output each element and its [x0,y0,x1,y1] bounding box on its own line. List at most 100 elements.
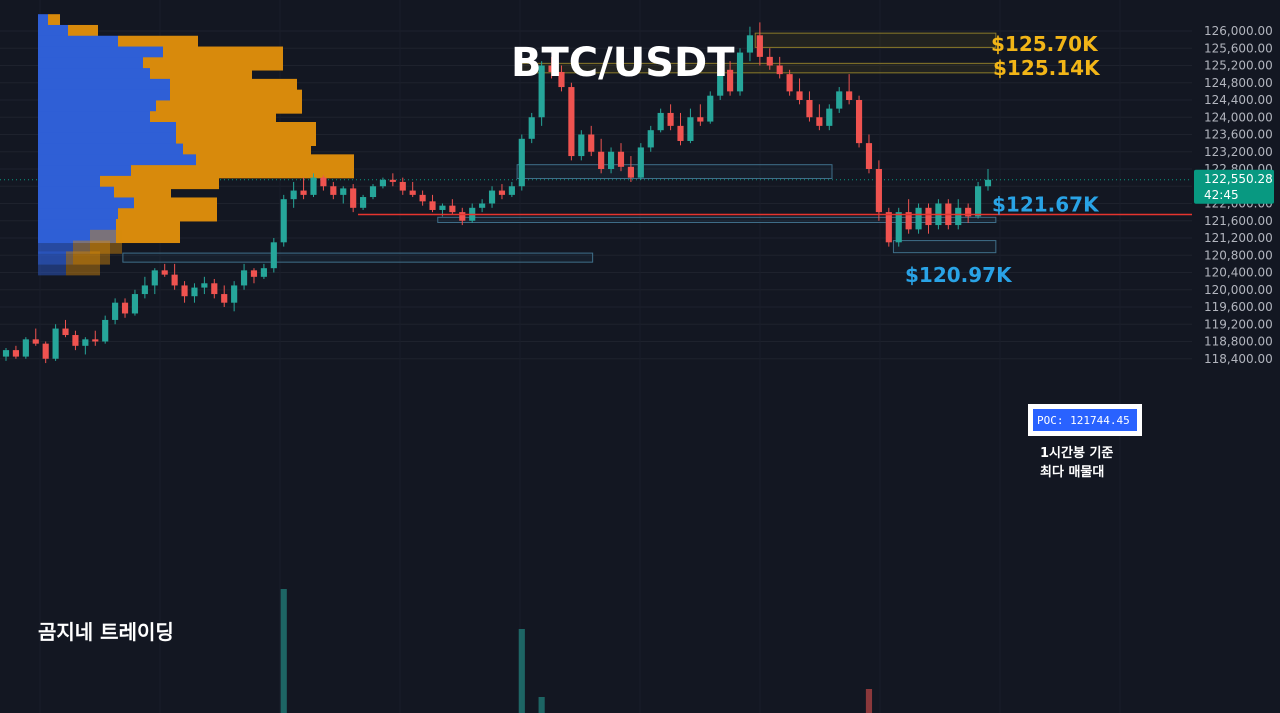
candle-body-19 [191,287,198,297]
candle-body-98 [975,186,982,217]
candle-body-17 [171,274,178,286]
volume-bar-3 [865,689,873,713]
chart-title: BTC/USDT [511,40,735,86]
candle-body-82 [816,117,823,126]
level-label-125-70k: $125.70K [991,32,1099,56]
candle-body-52 [518,138,525,187]
candle-body-72 [717,69,724,96]
candle-body-96 [955,207,962,226]
poc-note-line1: 1시간봉 기준 [1040,445,1113,461]
candle-body-3 [32,339,39,344]
vp-sell-bar-20 [90,229,122,254]
candle-body-20 [201,283,208,288]
candle-body-33 [330,186,337,195]
volume-bar-0 [280,589,287,713]
candle-body-77 [766,56,773,66]
candle-body-42 [419,194,426,202]
y-tick-label-6: 123,600.00 [1204,128,1273,142]
candle-body-70 [697,117,704,122]
y-tick-label-13: 120,800.00 [1204,248,1273,262]
candle-body-27 [270,242,277,269]
y-tick-label-15: 120,000.00 [1204,283,1273,297]
candle-body-80 [796,91,803,100]
current-price-value: 122,550.28 [1204,172,1273,186]
candle-body-53 [528,117,535,139]
candle-body-41 [409,190,416,195]
candle-body-37 [369,186,377,198]
candle-body-68 [677,125,684,141]
candle-body-48 [479,203,486,208]
candle-body-60 [598,151,605,169]
candle-body-56 [558,71,565,88]
candle-body-83 [826,108,833,126]
candle-body-90 [895,212,902,243]
candle-body-39 [389,179,396,182]
candle-body-57 [568,87,575,157]
y-tick-label-12: 121,200.00 [1204,231,1273,245]
level-label-121-67k: $121.67K [992,193,1100,217]
candle-body-73 [727,69,734,92]
candle-body-54 [538,65,545,118]
candle-body-93 [925,207,932,226]
candle-body-23 [231,285,238,303]
candle-body-24 [240,270,248,286]
vp-buy-bar-20 [38,229,90,254]
y-tick-label-2: 125,200.00 [1204,59,1273,73]
candle-body-36 [360,197,367,208]
candle-body-46 [459,212,466,221]
current-price-tag-bg [1194,169,1274,204]
y-tick-label-16: 119,600.00 [1204,300,1273,314]
candle-body-59 [588,134,595,152]
candle-body-4 [42,343,49,359]
candle-body-26 [260,268,267,277]
y-tick-label-1: 125,600.00 [1204,41,1273,55]
candle-body-74 [736,52,744,92]
y-tick-label-17: 119,200.00 [1204,317,1273,331]
candle-body-13 [131,294,139,314]
y-tick-label-0: 126,000.00 [1204,24,1273,38]
candle-body-75 [746,35,754,53]
candle-body-35 [350,188,357,208]
candle-body-6 [62,328,69,336]
candle-body-89 [885,212,892,243]
candle-body-65 [647,130,654,148]
candle-body-30 [300,190,307,195]
candle-body-49 [488,190,496,204]
poc-note-line2: 최다 매물대 [1040,464,1104,480]
candle-body-63 [627,166,634,178]
candle-countdown: 42:45 [1204,188,1239,202]
volume-bar-1 [518,629,525,713]
level-label-125-14k: $125.14K [993,56,1101,80]
candle-body-0 [2,350,10,357]
candle-body-40 [399,181,406,191]
candle-body-31 [310,177,317,195]
poc-callout: POC: 121744.45 1시간봉 기준 최다 매물대 [1028,404,1142,480]
poc-label: POC: 121744.45 [1037,414,1130,427]
candle-body-69 [687,117,694,141]
candle-body-99 [984,179,992,187]
watermark-brand: 곰지네 트레이딩 [38,620,174,644]
zone-supply-1 [520,62,997,74]
y-tick-label-19: 118,400.00 [1204,352,1273,366]
candle-body-85 [846,91,853,100]
current-price-tag: 122,550.28 42:45 [1194,169,1274,204]
candle-body-88 [875,169,882,213]
y-tick-label-7: 123,200.00 [1204,145,1273,159]
candle-body-78 [776,65,783,75]
vp-buy-bar-22 [38,251,66,276]
vp-buy-bar-19 [38,219,116,244]
zone-layer [122,32,997,263]
candle-body-21 [211,283,218,295]
y-tick-label-11: 121,600.00 [1204,214,1273,228]
candle-body-81 [806,100,813,118]
candle-body-25 [250,270,258,277]
y-tick-label-18: 118,800.00 [1204,335,1273,349]
candle-body-79 [786,74,793,92]
candle-body-11 [112,302,119,320]
vp-buy-bar-21 [38,240,73,265]
candle-body-5 [52,328,59,359]
y-tick-label-5: 124,000.00 [1204,110,1273,124]
candle-body-8 [82,339,89,346]
